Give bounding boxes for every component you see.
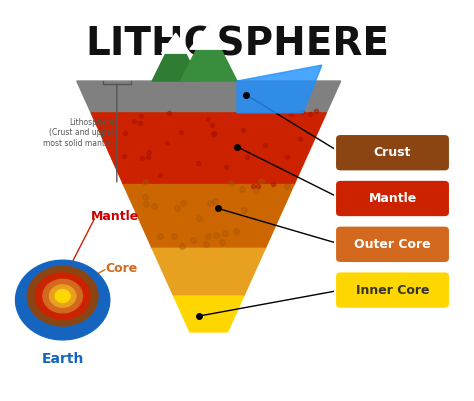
Circle shape bbox=[35, 280, 72, 312]
Circle shape bbox=[36, 273, 90, 319]
Text: Mantle: Mantle bbox=[368, 192, 417, 205]
Polygon shape bbox=[237, 65, 322, 113]
Text: Mantle: Mantle bbox=[91, 210, 139, 223]
Polygon shape bbox=[152, 33, 199, 81]
FancyBboxPatch shape bbox=[335, 271, 450, 309]
Text: Outer Core: Outer Core bbox=[354, 238, 431, 251]
Circle shape bbox=[49, 285, 76, 307]
Polygon shape bbox=[181, 25, 237, 81]
Circle shape bbox=[16, 260, 110, 340]
Polygon shape bbox=[190, 25, 228, 49]
Polygon shape bbox=[123, 184, 294, 248]
Polygon shape bbox=[91, 113, 326, 184]
Polygon shape bbox=[77, 81, 341, 113]
Text: Lithosphere
(Crust and upper
most solid mantle): Lithosphere (Crust and upper most solid … bbox=[43, 118, 115, 148]
Polygon shape bbox=[152, 248, 265, 296]
Polygon shape bbox=[162, 33, 190, 53]
Circle shape bbox=[27, 266, 98, 326]
FancyBboxPatch shape bbox=[335, 134, 450, 172]
Text: Crust: Crust bbox=[374, 146, 411, 159]
FancyBboxPatch shape bbox=[335, 180, 450, 217]
Circle shape bbox=[55, 290, 70, 302]
Text: Core: Core bbox=[105, 262, 137, 275]
Text: Earth: Earth bbox=[41, 352, 84, 366]
Circle shape bbox=[43, 279, 82, 313]
Text: Inner Core: Inner Core bbox=[356, 284, 429, 297]
Text: LITHOSPHERE: LITHOSPHERE bbox=[85, 25, 389, 63]
Polygon shape bbox=[174, 296, 244, 332]
FancyBboxPatch shape bbox=[335, 226, 450, 263]
